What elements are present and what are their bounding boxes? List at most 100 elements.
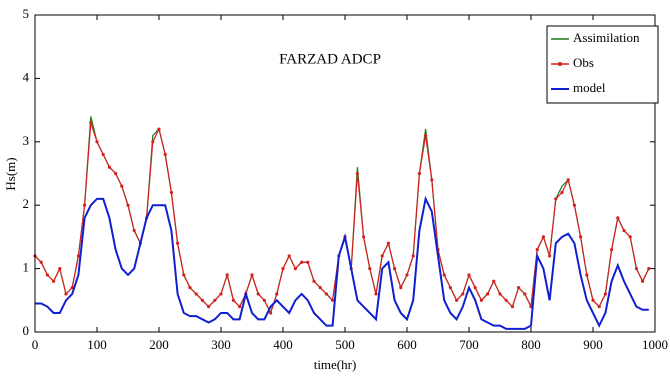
obs-marker — [95, 140, 99, 144]
obs-marker — [572, 203, 577, 207]
obs-marker — [455, 298, 459, 302]
series-line — [34, 116, 650, 315]
obs-marker — [200, 298, 204, 302]
legend-label: model — [573, 80, 606, 95]
obs-marker — [535, 247, 539, 252]
obs-marker — [312, 279, 316, 283]
obs-marker — [566, 178, 570, 182]
obs-marker — [634, 267, 639, 271]
obs-marker — [132, 228, 136, 233]
obs-marker — [362, 235, 366, 239]
obs-marker — [504, 298, 508, 302]
obs-marker — [628, 235, 632, 239]
obs-marker — [207, 305, 211, 309]
x-tick-label: 100 — [87, 337, 107, 352]
obs-marker — [64, 292, 68, 296]
obs-marker — [405, 273, 409, 277]
y-tick-label: 1 — [23, 260, 30, 275]
obs-marker — [424, 133, 428, 138]
obs-marker — [355, 171, 359, 176]
x-tick-label: 0 — [32, 337, 39, 352]
series-line — [34, 122, 650, 315]
obs-marker — [597, 305, 601, 309]
x-tick-label: 500 — [335, 337, 355, 352]
obs-marker — [225, 273, 229, 277]
plot-frame — [34, 14, 656, 333]
obs-marker — [52, 279, 56, 283]
obs-marker — [517, 286, 521, 290]
obs-marker — [157, 127, 161, 131]
obs-marker — [331, 298, 335, 302]
obs-marker — [548, 254, 552, 258]
obs-marker — [293, 267, 297, 271]
obs-marker — [541, 235, 546, 239]
obs-marker — [151, 140, 155, 144]
obs-marker — [585, 273, 589, 277]
obs-marker — [399, 286, 403, 290]
obs-marker — [610, 247, 614, 252]
y-axis-label: Hs(m) — [3, 157, 18, 190]
obs-marker — [461, 292, 465, 296]
legend-label: Obs — [573, 55, 594, 70]
obs-marker — [107, 165, 111, 169]
obs-marker — [467, 273, 471, 277]
obs-marker — [498, 292, 502, 296]
obs-marker — [554, 197, 558, 201]
obs-marker — [510, 305, 514, 309]
x-tick-label: 700 — [459, 337, 479, 352]
obs-marker — [120, 184, 124, 188]
obs-marker — [58, 267, 62, 271]
obs-marker — [114, 171, 118, 176]
y-tick-label: 2 — [23, 196, 30, 211]
obs-marker — [417, 171, 421, 176]
x-tick-label: 900 — [583, 337, 603, 352]
x-tick-label: 1000 — [642, 337, 668, 352]
obs-marker — [213, 298, 217, 302]
obs-marker — [101, 152, 105, 157]
y-tick-label: 0 — [23, 323, 30, 338]
obs-marker — [448, 286, 452, 290]
obs-marker — [262, 298, 266, 302]
x-tick-label: 200 — [149, 337, 169, 352]
obs-marker — [300, 260, 304, 264]
x-tick-label: 400 — [273, 337, 293, 352]
obs-marker — [368, 267, 372, 271]
obs-marker — [324, 292, 328, 296]
legend-label: Assimilation — [573, 30, 640, 45]
obs-marker — [182, 273, 186, 277]
obs-marker — [393, 267, 397, 271]
obs-marker — [231, 298, 235, 302]
obs-marker — [479, 298, 483, 302]
obs-marker — [169, 190, 173, 195]
y-tick-label: 5 — [23, 6, 30, 21]
obs-marker — [194, 292, 198, 296]
obs-marker — [486, 292, 490, 296]
series-line — [35, 195, 649, 330]
obs-marker — [281, 267, 285, 271]
obs-marker — [238, 305, 242, 309]
obs-marker — [188, 286, 192, 290]
obs-marker — [579, 235, 583, 239]
obs-marker — [560, 190, 564, 195]
obs-marker — [374, 292, 378, 296]
obs-marker — [442, 273, 446, 277]
obs-marker — [492, 279, 496, 283]
obs-marker — [647, 267, 651, 271]
obs-marker — [45, 273, 50, 277]
obs-marker — [163, 152, 167, 157]
legend-marker — [558, 62, 562, 66]
obs-marker — [616, 216, 620, 220]
y-tick-label: 4 — [23, 69, 30, 84]
x-axis-label: time(hr) — [314, 357, 357, 372]
obs-marker — [83, 203, 87, 207]
obs-marker — [430, 178, 434, 182]
obs-marker — [473, 286, 477, 290]
obs-marker — [219, 292, 223, 296]
x-tick-label: 600 — [397, 337, 417, 352]
obs-marker — [39, 260, 43, 264]
obs-marker — [591, 298, 595, 302]
chart-title: FARZAD ADCP — [279, 51, 381, 67]
x-tick-label: 800 — [521, 337, 541, 352]
obs-marker — [386, 241, 390, 245]
